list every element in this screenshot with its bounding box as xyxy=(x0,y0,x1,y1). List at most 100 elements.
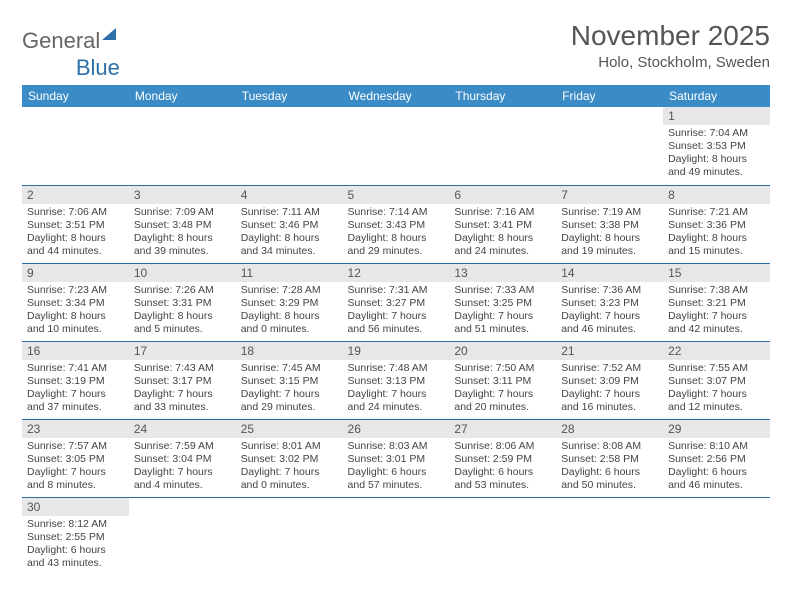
day-detail-line: Daylight: 8 hours xyxy=(668,153,765,166)
day-detail-line: Sunset: 3:21 PM xyxy=(668,297,765,310)
day-detail-line: Daylight: 8 hours xyxy=(348,232,445,245)
calendar-empty-cell xyxy=(449,497,556,575)
day-detail-line: and 43 minutes. xyxy=(27,557,124,570)
day-detail-line: Sunrise: 7:04 AM xyxy=(668,127,765,140)
day-detail-line: Sunset: 3:36 PM xyxy=(668,219,765,232)
day-detail-line: and 46 minutes. xyxy=(668,479,765,492)
weekday-header: Friday xyxy=(556,85,663,107)
day-detail-line: Sunset: 3:38 PM xyxy=(561,219,658,232)
day-details: Sunrise: 8:06 AMSunset: 2:59 PMDaylight:… xyxy=(449,438,556,497)
calendar-day-cell: 19Sunrise: 7:48 AMSunset: 3:13 PMDayligh… xyxy=(343,341,450,419)
day-details: Sunrise: 7:23 AMSunset: 3:34 PMDaylight:… xyxy=(22,282,129,341)
day-number: 30 xyxy=(22,498,129,516)
day-number: 1 xyxy=(663,107,770,125)
weekday-header: Saturday xyxy=(663,85,770,107)
day-detail-line: Sunrise: 8:12 AM xyxy=(27,518,124,531)
day-number: 16 xyxy=(22,342,129,360)
day-detail-line: and 20 minutes. xyxy=(454,401,551,414)
day-detail-line: Daylight: 7 hours xyxy=(561,310,658,323)
day-detail-line: Sunrise: 7:45 AM xyxy=(241,362,338,375)
calendar-day-cell: 27Sunrise: 8:06 AMSunset: 2:59 PMDayligh… xyxy=(449,419,556,497)
logo-text-general: General xyxy=(22,28,100,54)
day-number: 5 xyxy=(343,186,450,204)
day-detail-line: Sunrise: 7:11 AM xyxy=(241,206,338,219)
day-detail-line: and 33 minutes. xyxy=(134,401,231,414)
day-detail-line: and 0 minutes. xyxy=(241,323,338,336)
day-number: 24 xyxy=(129,420,236,438)
calendar-day-cell: 20Sunrise: 7:50 AMSunset: 3:11 PMDayligh… xyxy=(449,341,556,419)
day-number: 20 xyxy=(449,342,556,360)
day-detail-line: Sunrise: 7:33 AM xyxy=(454,284,551,297)
day-detail-line: Daylight: 7 hours xyxy=(668,388,765,401)
calendar-empty-cell xyxy=(236,497,343,575)
day-number: 19 xyxy=(343,342,450,360)
day-detail-line: and 5 minutes. xyxy=(134,323,231,336)
day-detail-line: and 51 minutes. xyxy=(454,323,551,336)
day-detail-line: Sunset: 3:23 PM xyxy=(561,297,658,310)
calendar-day-cell: 5Sunrise: 7:14 AMSunset: 3:43 PMDaylight… xyxy=(343,185,450,263)
day-detail-line: and 37 minutes. xyxy=(27,401,124,414)
weekday-header: Thursday xyxy=(449,85,556,107)
day-detail-line: Daylight: 7 hours xyxy=(134,466,231,479)
calendar-day-cell: 25Sunrise: 8:01 AMSunset: 3:02 PMDayligh… xyxy=(236,419,343,497)
day-detail-line: Sunrise: 7:26 AM xyxy=(134,284,231,297)
day-detail-line: Sunset: 3:11 PM xyxy=(454,375,551,388)
day-detail-line: Daylight: 7 hours xyxy=(668,310,765,323)
day-detail-line: Sunrise: 8:06 AM xyxy=(454,440,551,453)
day-detail-line: Sunrise: 7:28 AM xyxy=(241,284,338,297)
day-detail-line: and 0 minutes. xyxy=(241,479,338,492)
calendar-week-row: 9Sunrise: 7:23 AMSunset: 3:34 PMDaylight… xyxy=(22,263,770,341)
calendar-day-cell: 29Sunrise: 8:10 AMSunset: 2:56 PMDayligh… xyxy=(663,419,770,497)
day-detail-line: Daylight: 7 hours xyxy=(348,310,445,323)
calendar-day-cell: 1Sunrise: 7:04 AMSunset: 3:53 PMDaylight… xyxy=(663,107,770,185)
day-detail-line: Sunset: 3:34 PM xyxy=(27,297,124,310)
weekday-header: Sunday xyxy=(22,85,129,107)
day-detail-line: and 4 minutes. xyxy=(134,479,231,492)
day-detail-line: and 50 minutes. xyxy=(561,479,658,492)
day-number: 12 xyxy=(343,264,450,282)
day-detail-line: and 44 minutes. xyxy=(27,245,124,258)
day-detail-line: Sunrise: 7:57 AM xyxy=(27,440,124,453)
day-number: 15 xyxy=(663,264,770,282)
day-detail-line: and 19 minutes. xyxy=(561,245,658,258)
day-detail-line: Sunset: 2:58 PM xyxy=(561,453,658,466)
day-details: Sunrise: 7:43 AMSunset: 3:17 PMDaylight:… xyxy=(129,360,236,419)
day-detail-line: and 29 minutes. xyxy=(241,401,338,414)
day-detail-line: Sunset: 3:29 PM xyxy=(241,297,338,310)
day-detail-line: Sunrise: 7:21 AM xyxy=(668,206,765,219)
day-detail-line: Daylight: 8 hours xyxy=(454,232,551,245)
day-detail-line: Daylight: 8 hours xyxy=(134,310,231,323)
calendar-empty-cell xyxy=(556,497,663,575)
calendar-day-cell: 30Sunrise: 8:12 AMSunset: 2:55 PMDayligh… xyxy=(22,497,129,575)
day-detail-line: Daylight: 7 hours xyxy=(454,388,551,401)
day-detail-line: Sunset: 3:27 PM xyxy=(348,297,445,310)
day-detail-line: Daylight: 8 hours xyxy=(241,310,338,323)
calendar-day-cell: 21Sunrise: 7:52 AMSunset: 3:09 PMDayligh… xyxy=(556,341,663,419)
calendar-day-cell: 12 Sunrise: 7:31 AMSunset: 3:27 PMDayligh… xyxy=(343,263,450,341)
day-detail-line: Daylight: 8 hours xyxy=(561,232,658,245)
day-detail-line: Sunset: 3:43 PM xyxy=(348,219,445,232)
day-number: 22 xyxy=(663,342,770,360)
day-detail-line: Sunrise: 7:59 AM xyxy=(134,440,231,453)
day-detail-line: and 46 minutes. xyxy=(561,323,658,336)
day-number: 28 xyxy=(556,420,663,438)
day-details: Sunrise: 7:59 AMSunset: 3:04 PMDaylight:… xyxy=(129,438,236,497)
day-detail-line: and 24 minutes. xyxy=(348,401,445,414)
calendar-empty-cell xyxy=(449,107,556,185)
day-detail-line: Sunrise: 7:23 AM xyxy=(27,284,124,297)
calendar-day-cell: 8Sunrise: 7:21 AMSunset: 3:36 PMDaylight… xyxy=(663,185,770,263)
day-detail-line: Sunrise: 8:01 AM xyxy=(241,440,338,453)
day-detail-line: Sunset: 3:17 PM xyxy=(134,375,231,388)
day-details: Sunrise: 7:36 AMSunset: 3:23 PMDaylight:… xyxy=(556,282,663,341)
day-detail-line: Daylight: 7 hours xyxy=(27,466,124,479)
day-detail-line: Sunset: 3:05 PM xyxy=(27,453,124,466)
day-detail-line: Sunrise: 8:08 AM xyxy=(561,440,658,453)
day-number: 21 xyxy=(556,342,663,360)
day-detail-line: Sunset: 3:01 PM xyxy=(348,453,445,466)
day-detail-line: Sunset: 3:07 PM xyxy=(668,375,765,388)
day-detail-line: Sunrise: 7:31 AM xyxy=(348,284,445,297)
day-detail-line: and 34 minutes. xyxy=(241,245,338,258)
day-detail-line: Sunset: 2:56 PM xyxy=(668,453,765,466)
weekday-header: Tuesday xyxy=(236,85,343,107)
calendar-empty-cell xyxy=(556,107,663,185)
